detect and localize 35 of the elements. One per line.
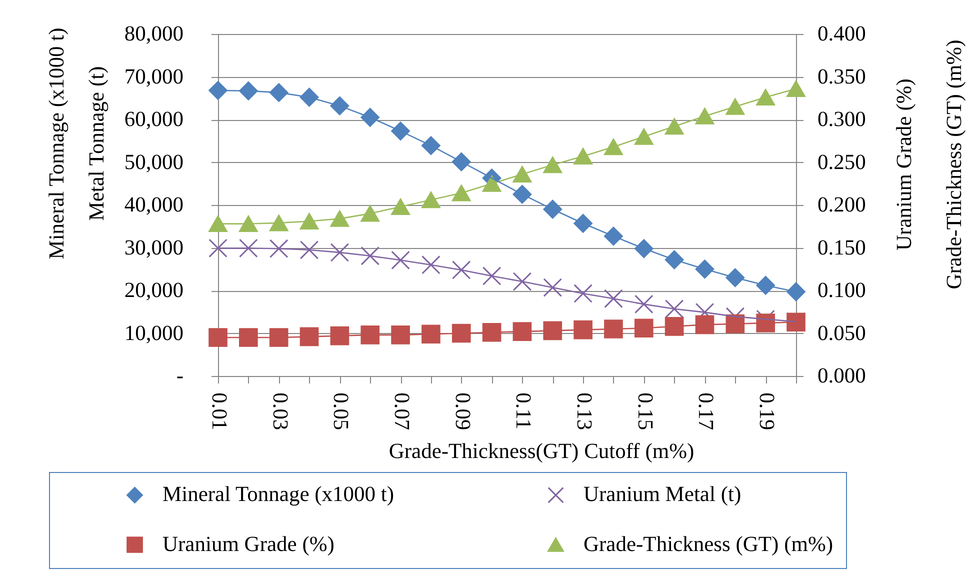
legend-label: Uranium Metal (t) <box>584 482 742 506</box>
x-tick-label: 0.03 <box>268 392 292 430</box>
y-tick-label: - <box>176 364 184 388</box>
x-tick-label: 0.05 <box>329 392 354 430</box>
legend-label: Mineral Tonnage (x1000 t) <box>162 482 394 506</box>
y2-tick-label: 0.350 <box>818 64 866 88</box>
x-tick-label: 0.07 <box>390 392 414 430</box>
x-tick-label: 0.01 <box>208 392 232 430</box>
x-tick-label: 0.13 <box>572 392 597 430</box>
y2-tick-label: 0.200 <box>818 192 866 216</box>
text: Uranium Grade (%) Grade-Thickness (GT) (m%) <box>892 40 966 290</box>
y2-tick-label: 0.000 <box>818 364 866 388</box>
y2-tick-label: 0.150 <box>818 235 866 260</box>
y2-tick-label: 0.100 <box>818 278 866 302</box>
x-tick-label: 0.17 <box>694 392 718 430</box>
y-tick-label: 30,000 <box>124 235 184 260</box>
x-tick-label: 0.09 <box>450 392 475 430</box>
y-tick-label: 40,000 <box>124 192 184 216</box>
y2-tick-label: 0.050 <box>818 320 866 345</box>
y-tick-label: 70,000 <box>124 64 184 88</box>
y-tick-label: 80,000 <box>124 22 184 46</box>
x-axis-title: Grade-Thickness(GT) Cutoff (m%) <box>388 439 694 464</box>
y2-tick-label: 0.300 <box>818 107 866 131</box>
y-tick-label: 50,000 <box>124 150 184 174</box>
y-tick-label: 60,000 <box>124 107 184 131</box>
legend-label: Grade-Thickness (GT) (m%) <box>584 532 834 556</box>
x-tick-label: 0.15 <box>633 392 658 430</box>
x-tick-label: 0.11 <box>512 392 536 430</box>
y-tick-label: 10,000 <box>124 320 184 345</box>
y2-tick-label: 0.250 <box>818 150 866 174</box>
x-tick-label: 0.19 <box>755 392 780 430</box>
legend-label: Uranium Grade (%) <box>162 532 334 556</box>
y2-tick-label: 0.400 <box>818 22 866 46</box>
y-tick-label: 20,000 <box>124 278 184 302</box>
y-axis-title: Mineral Tonnage (x1000 t) Metal Tonnage (t) <box>44 28 108 260</box>
